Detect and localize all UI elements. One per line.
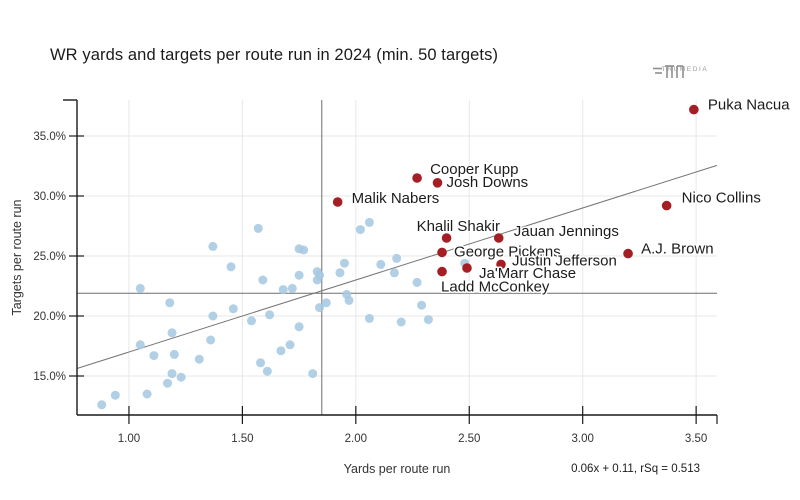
data-point[interactable] (167, 369, 177, 379)
data-point[interactable] (167, 328, 177, 338)
data-point[interactable] (278, 285, 288, 295)
data-point[interactable] (364, 217, 374, 227)
data-point[interactable] (423, 315, 433, 325)
y-tick-label: 35.0% (33, 131, 66, 143)
data-point[interactable] (262, 366, 272, 376)
trumedia-logo: TRUMEDIA (652, 64, 718, 78)
player-label: Jauan Jennings (514, 223, 619, 240)
player-label: Puka Nacua (708, 97, 790, 114)
data-point[interactable] (392, 253, 402, 263)
data-point[interactable] (176, 372, 186, 382)
data-point[interactable] (226, 262, 236, 272)
data-point-highlight[interactable] (661, 200, 672, 211)
data-point[interactable] (135, 283, 145, 293)
data-point[interactable] (110, 390, 120, 400)
player-label: Josh Downs (446, 174, 528, 191)
data-point[interactable] (258, 275, 268, 285)
player-label: Cooper Kupp (430, 161, 518, 178)
data-point-highlight[interactable] (623, 248, 633, 259)
x-tick-label: 1.00 (118, 433, 140, 445)
data-point[interactable] (299, 245, 309, 255)
data-point[interactable] (321, 298, 331, 308)
data-point-highlight[interactable] (332, 197, 343, 207)
player-label: A.J. Brown (641, 241, 714, 258)
data-point[interactable] (355, 225, 365, 235)
data-point[interactable] (208, 311, 218, 321)
y-tick-label: 15.0% (33, 371, 66, 383)
x-tick-label: 2.00 (345, 433, 367, 445)
player-label: Khalil Shakir (417, 218, 500, 235)
trend-equation-label: 0.06x + 0.11, rSq = 0.513 (571, 463, 700, 475)
data-point[interactable] (308, 369, 318, 379)
data-point-highlight[interactable] (493, 233, 504, 243)
x-axis-label: Yards per route run (343, 462, 451, 476)
data-point[interactable] (396, 317, 406, 327)
data-point[interactable] (253, 223, 263, 233)
data-point[interactable] (294, 270, 304, 280)
data-point[interactable] (246, 316, 256, 326)
data-point[interactable] (135, 340, 145, 350)
data-point[interactable] (265, 310, 275, 320)
data-point[interactable] (194, 354, 204, 364)
data-point[interactable] (389, 268, 399, 278)
x-tick-label: 1.50 (231, 433, 253, 445)
x-tick-label: 3.50 (685, 433, 707, 445)
data-point[interactable] (364, 313, 374, 323)
data-point[interactable] (163, 378, 173, 388)
data-point-highlight[interactable] (412, 173, 422, 183)
data-point[interactable] (276, 346, 286, 356)
y-tick-label: 20.0% (33, 311, 66, 323)
data-point-highlight[interactable] (462, 263, 472, 273)
data-point[interactable] (417, 300, 427, 310)
data-point[interactable] (208, 241, 218, 251)
data-point-highlight[interactable] (432, 178, 443, 188)
data-point[interactable] (312, 275, 322, 285)
data-point-highlight[interactable] (496, 259, 506, 270)
player-label: Nico Collins (682, 190, 761, 207)
player-label: Justin Jefferson (512, 252, 617, 269)
data-point[interactable] (287, 283, 297, 293)
y-tick-label: 30.0% (33, 191, 66, 203)
x-tick-label: 3.00 (571, 433, 593, 445)
data-point[interactable] (376, 259, 386, 269)
player-label: Ladd McConkey (441, 279, 550, 296)
data-point[interactable] (412, 277, 422, 287)
data-point[interactable] (256, 358, 266, 368)
data-point[interactable] (165, 298, 175, 308)
data-point-highlight[interactable] (689, 104, 699, 115)
data-point[interactable] (142, 389, 152, 399)
player-label: Malik Nabers (352, 190, 440, 207)
data-point[interactable] (149, 351, 159, 361)
data-point[interactable] (169, 349, 179, 359)
data-point[interactable] (344, 295, 354, 305)
data-point-highlight[interactable] (437, 266, 447, 277)
player-label: Ja'Marr Chase (479, 265, 576, 282)
data-point[interactable] (335, 268, 345, 278)
trend-line (76, 164, 718, 369)
x-tick-label: 2.50 (458, 433, 480, 445)
trumedia-logo-text: TRUMEDIA (661, 66, 709, 73)
data-point[interactable] (285, 340, 295, 350)
data-point[interactable] (206, 335, 216, 345)
data-point[interactable] (339, 258, 349, 268)
data-point-highlight[interactable] (437, 247, 447, 258)
y-tick-label: 25.0% (33, 251, 66, 263)
data-point[interactable] (228, 304, 238, 314)
data-point[interactable] (315, 303, 325, 313)
data-point[interactable] (97, 400, 107, 410)
data-point-highlight[interactable] (441, 233, 452, 243)
player-label: George Pickens (454, 243, 561, 260)
data-point[interactable] (294, 322, 304, 332)
chart-title: WR yards and targets per route run in 20… (50, 46, 499, 64)
trumedia-logo-icon (653, 65, 684, 78)
